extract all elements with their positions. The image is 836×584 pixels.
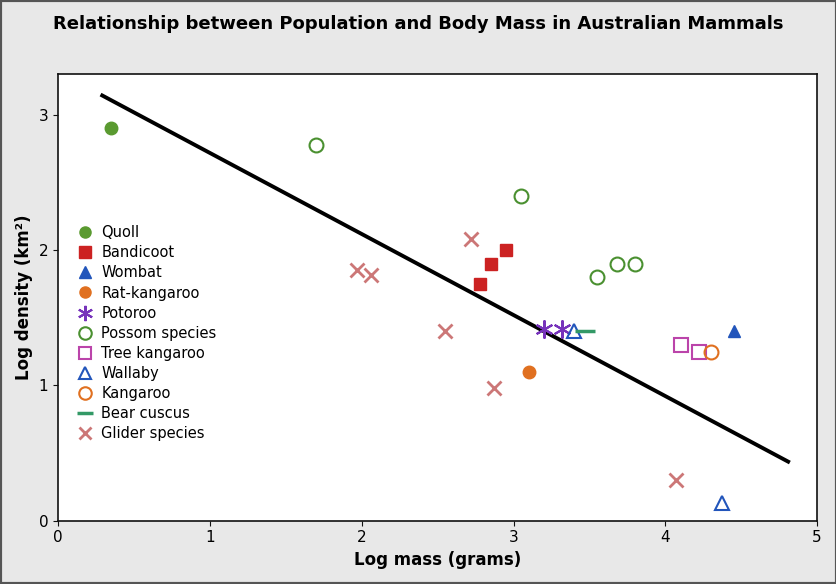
Legend: Quoll, Bandicoot, Wombat, Rat-kangaroo, Potoroo, Possom species, Tree kangaroo, : Quoll, Bandicoot, Wombat, Rat-kangaroo, …	[77, 225, 217, 442]
Y-axis label: Log density (km²): Log density (km²)	[15, 215, 33, 380]
Text: Relationship between Population and Body Mass in Australian Mammals: Relationship between Population and Body…	[54, 15, 782, 33]
X-axis label: Log mass (grams): Log mass (grams)	[354, 551, 521, 569]
